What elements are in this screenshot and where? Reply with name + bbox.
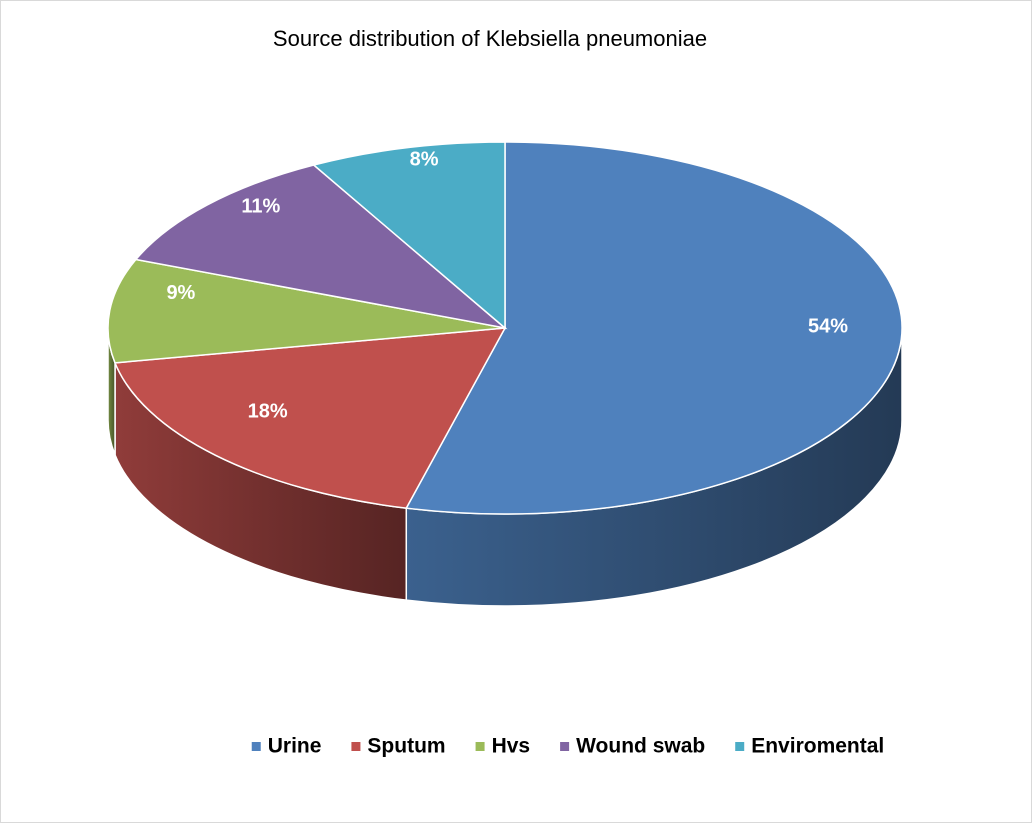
legend-swatch: [351, 742, 361, 751]
legend-swatch: [251, 742, 261, 751]
slice: [107, 258, 506, 364]
slice: [312, 141, 506, 330]
data-labels: 54% 18% 9% 11% 8%: [166, 149, 848, 423]
data-label: 8%: [410, 149, 439, 171]
data-label: 54%: [808, 315, 848, 337]
slice: [405, 141, 903, 515]
legend-item: Wound swab: [560, 735, 705, 758]
data-label: 11%: [241, 195, 280, 217]
legend: Urine Sputum Hvs Wound swab Enviromental: [251, 735, 884, 758]
data-label: 9%: [166, 282, 195, 304]
pie-tops: [107, 141, 903, 515]
legend-label: Hvs: [492, 735, 531, 758]
data-label: 18%: [248, 401, 288, 423]
slice: [134, 164, 508, 330]
legend-label: Sputum: [367, 735, 445, 758]
legend-swatch: [560, 742, 570, 751]
legend-item: Sputum: [351, 735, 446, 758]
legend-label: Urine: [268, 735, 322, 758]
legend-swatch: [735, 742, 745, 751]
legend-item: Enviromental: [735, 735, 884, 758]
legend-item: Urine: [251, 735, 322, 758]
legend-label: Wound swab: [576, 735, 705, 758]
slice: [113, 327, 507, 509]
legend-swatch: [475, 742, 485, 751]
legend-item: Hvs: [475, 735, 531, 758]
legend-label: Enviromental: [751, 735, 884, 758]
chart-title: Source distribution of Klebsiella pneumo…: [273, 26, 707, 51]
